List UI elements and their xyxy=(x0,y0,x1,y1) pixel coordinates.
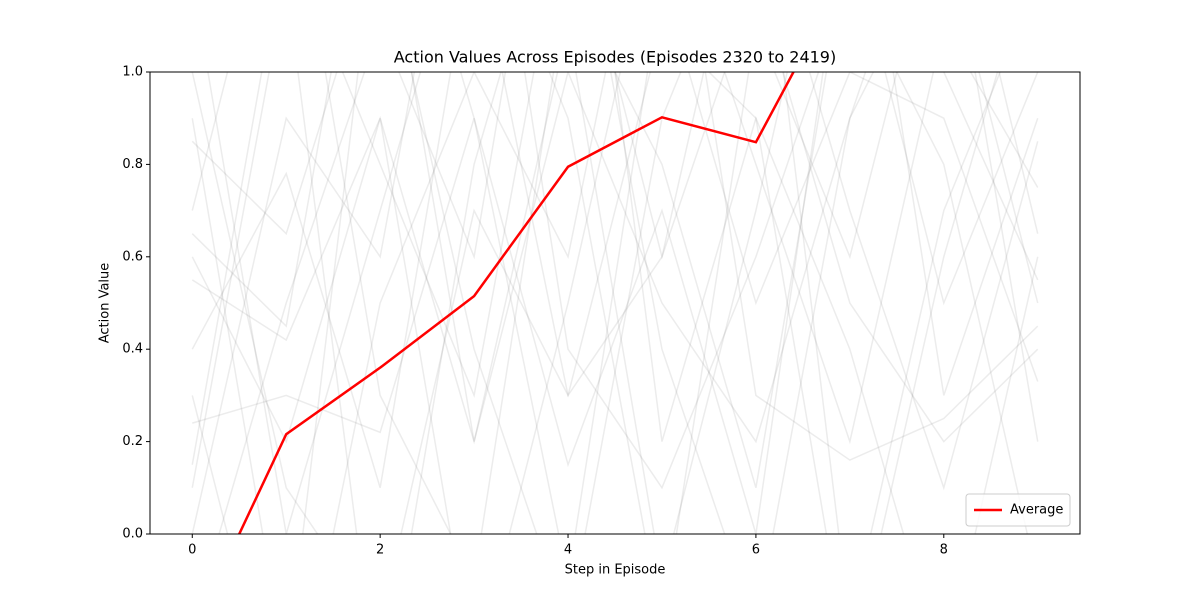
y-axis-label: Action Value xyxy=(98,263,113,344)
x-tick-label: 2 xyxy=(376,543,384,558)
episode-line xyxy=(191,72,1001,534)
episode-line xyxy=(191,72,1039,534)
chart-title: Action Values Across Episodes (Episodes … xyxy=(394,48,836,67)
y-tick-label: 0.2 xyxy=(122,434,143,449)
plot-lines xyxy=(191,72,1039,534)
legend-box xyxy=(965,493,1071,527)
average-line xyxy=(237,72,795,534)
episode-line xyxy=(191,72,1039,534)
episode-line xyxy=(191,72,1039,534)
episode-line xyxy=(191,72,1039,534)
x-tick-label: 4 xyxy=(564,543,572,558)
episode-line xyxy=(192,72,1039,534)
y-tick-label: 0.6 xyxy=(122,249,143,264)
episode-line xyxy=(191,72,1039,445)
x-tick-label: 6 xyxy=(752,543,760,558)
x-tick-label: 8 xyxy=(940,543,948,558)
episode-line xyxy=(191,72,1039,534)
y-tick-label: 0.4 xyxy=(122,342,143,357)
episode-line xyxy=(218,72,1039,534)
plot-frame xyxy=(149,71,1081,535)
episode-line xyxy=(191,72,1039,534)
y-tick-label: 0.8 xyxy=(122,157,143,172)
episode-line xyxy=(191,72,1029,534)
y-tick-label: 0.0 xyxy=(122,527,143,542)
episode-line xyxy=(191,72,999,534)
legend-label: Average xyxy=(1010,503,1063,518)
y-tick-label: 1.0 xyxy=(122,65,143,80)
x-tick-label: 0 xyxy=(188,543,196,558)
episode-line xyxy=(191,72,1039,534)
x-axis-label: Step in Episode xyxy=(565,563,666,578)
episode-line xyxy=(207,72,1039,534)
